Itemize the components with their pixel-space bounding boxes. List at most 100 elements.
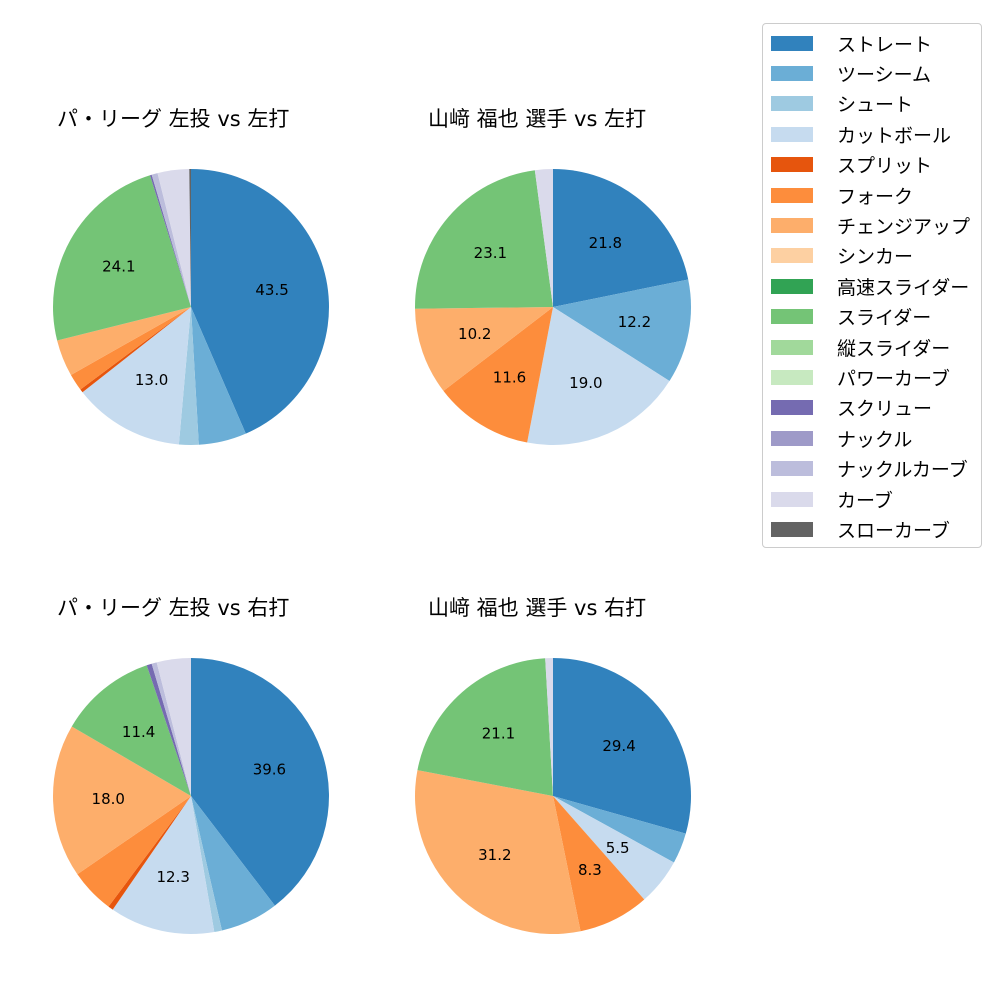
pie-slice <box>112 796 215 935</box>
pie-slice <box>553 169 689 307</box>
legend-item: スプリット <box>771 154 932 177</box>
legend-label: カーブ <box>837 489 893 512</box>
slice-percent-label: 10.2 <box>458 325 491 343</box>
legend-swatch <box>771 461 813 477</box>
pie-slice <box>157 169 191 307</box>
legend-item: スライダー <box>771 306 932 330</box>
pie-slice <box>57 307 191 375</box>
legend-item: ナックルカーブ <box>771 458 968 482</box>
pie-slice <box>553 279 691 381</box>
pie-slice <box>146 663 191 796</box>
pie-slice <box>191 796 222 933</box>
pie-slice <box>80 307 191 393</box>
legend-swatch <box>771 126 813 142</box>
legend-swatch <box>771 400 813 416</box>
legend-label: ナックルカーブ <box>837 459 968 482</box>
legend-label: チェンジアップ <box>837 215 971 238</box>
slice-percent-label: 19.0 <box>569 374 602 392</box>
legend-item: カットボール <box>771 123 952 147</box>
pie-title-league-vs-right: パ・リーグ 左投 vs 右打 <box>57 596 290 620</box>
pie-slice <box>70 307 191 390</box>
legend-item: スローカーブ <box>771 518 950 542</box>
legend: ストレートツーシームシュートカットボールスプリットフォークチェンジアップ シンカー… <box>762 23 982 548</box>
pie-slice <box>553 658 692 834</box>
slice-percent-label: 31.2 <box>478 846 511 864</box>
legend-item: 縦スライダー <box>771 336 951 360</box>
legend-item: ナックル <box>771 427 913 451</box>
pie-slice <box>415 770 581 934</box>
slice-percent-label: 18.0 <box>92 790 125 808</box>
legend-item: シュート <box>771 93 913 116</box>
pie-slice <box>150 174 191 307</box>
pie-slice <box>545 658 553 796</box>
legend-item: パワーカーブ <box>771 366 950 390</box>
legend-label: スクリュー <box>837 398 933 421</box>
pie-slice <box>82 307 191 445</box>
pie-title-league-vs-left: パ・リーグ 左投 vs 左打 <box>57 107 290 131</box>
slice-percent-label: 29.4 <box>602 737 635 755</box>
slice-percent-label: 11.4 <box>122 723 155 741</box>
legend-swatch <box>771 35 813 51</box>
pie-slice <box>191 658 330 906</box>
legend-item: ツーシーム <box>771 62 931 86</box>
legend-swatch <box>771 521 813 537</box>
pie-slice <box>151 173 191 307</box>
legend-swatch <box>771 430 813 446</box>
slice-percent-label: 8.3 <box>578 861 602 879</box>
legend-label: 縦スライダー <box>837 337 951 360</box>
pie-slice <box>52 726 192 875</box>
legend-swatch <box>771 157 813 173</box>
pie-title-player-vs-right: 山﨑 福也 選手 vs 右打 <box>428 596 647 620</box>
pie-slice <box>417 658 553 796</box>
pie-slice <box>52 175 191 341</box>
slice-percent-label: 23.1 <box>474 244 507 262</box>
legend-label: カットボール <box>837 124 952 147</box>
legend-label: フォーク <box>837 185 914 208</box>
slice-percent-label: 12.3 <box>156 868 189 886</box>
legend-swatch <box>771 187 813 203</box>
slice-percent-label: 11.6 <box>493 368 526 386</box>
legend-swatch <box>771 339 813 355</box>
legend-item: ストレート <box>771 32 933 56</box>
pie-slice <box>71 665 191 796</box>
pie-slice <box>553 796 674 900</box>
legend-swatch <box>771 248 813 264</box>
legend-item: チェンジアップ <box>771 214 971 238</box>
legend-item: フォーク <box>771 184 914 208</box>
pie-title-player-vs-left: 山﨑 福也 選手 vs 左打 <box>428 107 647 131</box>
slice-percent-label: 43.5 <box>255 281 288 299</box>
legend-swatch <box>771 278 813 294</box>
pie-slice <box>178 307 199 445</box>
legend-swatch <box>771 96 813 112</box>
legend-item: 高速スライダー <box>771 275 970 299</box>
pie-slice <box>553 796 645 932</box>
legend-label: スライダー <box>837 307 932 330</box>
slice-percent-label: 21.1 <box>482 725 515 743</box>
pie-slice <box>553 796 686 863</box>
legend-swatch <box>771 309 813 325</box>
legend-label: パワーカーブ <box>837 367 950 390</box>
legend-label: ナックル <box>837 428 913 451</box>
pie-slice <box>108 796 191 910</box>
pie-slice <box>77 796 191 907</box>
legend-label: 高速スライダー <box>837 276 970 299</box>
slice-percent-label: 21.8 <box>589 234 622 252</box>
slice-percent-label: 12.2 <box>618 313 651 331</box>
slice-percent-label: 5.5 <box>606 839 630 857</box>
legend-label: シンカー <box>837 246 914 269</box>
pie-slice <box>443 307 553 443</box>
slice-percent-label: 13.0 <box>135 371 168 389</box>
legend-swatch <box>771 491 813 507</box>
legend-label: ストレート <box>837 33 933 56</box>
pie-slice <box>534 169 553 307</box>
pie-slice <box>191 169 329 434</box>
pie-slice <box>151 662 191 796</box>
pie-slice <box>189 169 191 307</box>
pie-slice <box>191 307 246 445</box>
legend-label: スローカーブ <box>837 519 950 542</box>
pie-slice <box>156 658 191 796</box>
